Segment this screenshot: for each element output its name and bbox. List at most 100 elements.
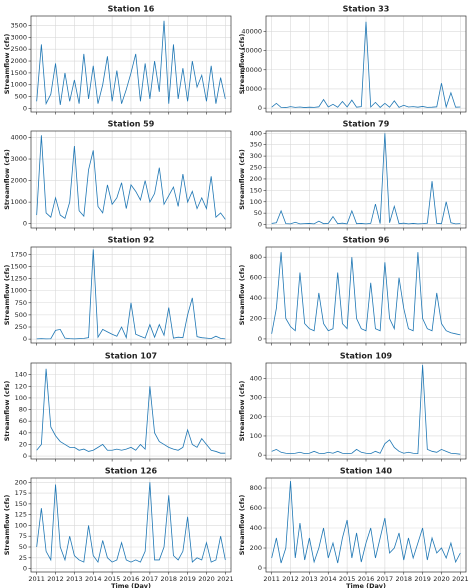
series-line <box>271 133 461 225</box>
y-axis-label: Streamflow (cfs) <box>3 495 11 556</box>
x-tick-label: 2011 <box>28 575 45 583</box>
y-tick-label: 1500 <box>10 262 27 270</box>
y-tick-label: 400 <box>250 294 262 302</box>
subplot: Station 107 0 20 40 60 80 100 120 140 Streamflow … <box>3 352 232 462</box>
y-axis-label: Streamflow (cfs) <box>3 149 11 210</box>
y-tick-label: 300 <box>250 394 262 402</box>
y-tick-label: 800 <box>250 484 262 492</box>
series-line <box>36 368 226 454</box>
y-tick-label: 0 <box>23 220 27 228</box>
y-axis-label: Streamflow (cfs) <box>3 265 11 326</box>
x-tick-label: 2012 <box>282 575 299 583</box>
x-tick-label: 2019 <box>179 575 196 583</box>
y-tick-label: 100 <box>15 521 27 529</box>
y-tick-label: 1250 <box>10 275 27 283</box>
y-tick-label: 2500 <box>10 45 27 53</box>
y-tick-label: 50 <box>254 209 262 217</box>
y-tick-label: 0 <box>258 564 262 572</box>
plot-frame <box>30 130 232 229</box>
x-tick-label: 2018 <box>395 575 412 583</box>
y-tick-label: 1750 <box>10 250 27 258</box>
y-tick-label: 2000 <box>10 177 27 185</box>
series-line <box>271 364 461 455</box>
y-tick-label: 750 <box>15 299 27 307</box>
subplot-title: Station 96 <box>343 236 390 245</box>
subplot-title: Station 126 <box>105 467 158 476</box>
x-tick-label: 2014 <box>320 575 337 583</box>
y-tick-label: 125 <box>15 511 27 519</box>
y-axis-label: Streamflow (cfs) <box>238 495 246 556</box>
plot-frame <box>265 246 467 344</box>
subplot: Station 79 0 50 100 150 200 250 300 350 400 Stream… <box>238 120 467 231</box>
y-tick-label: 1000 <box>10 81 27 89</box>
x-tick-label: 2013 <box>301 575 318 583</box>
plot-frame <box>30 362 232 460</box>
y-tick-label: 1000 <box>10 287 27 295</box>
y-tick-label: 100 <box>250 198 262 206</box>
y-tick-label: 50 <box>19 543 27 551</box>
subplot-title: Station 33 <box>343 5 390 14</box>
x-tick-label: 2020 <box>433 575 450 583</box>
x-axis-label: Time (Day) <box>346 582 386 588</box>
y-tick-label: 0 <box>258 451 262 459</box>
y-tick-label: 175 <box>15 489 27 497</box>
y-tick-label: 4000 <box>10 133 27 141</box>
y-tick-label: 150 <box>15 500 27 508</box>
y-tick-label: 3000 <box>10 155 27 163</box>
y-tick-label: 200 <box>250 175 262 183</box>
y-axis-label: Streamflow (cfs) <box>3 34 11 95</box>
x-tick-label: 2014 <box>85 575 102 583</box>
x-tick-label: 2015 <box>339 575 356 583</box>
x-tick-label: 2020 <box>198 575 215 583</box>
y-tick-label: 200 <box>250 314 262 322</box>
subplot-title: Station 79 <box>343 120 390 129</box>
y-tick-label: 500 <box>15 93 27 101</box>
x-tick-label: 2018 <box>160 575 177 583</box>
x-tick-label: 2019 <box>414 575 431 583</box>
y-tick-label: 100 <box>250 432 262 440</box>
plot-frame <box>265 477 467 573</box>
y-tick-label: 3500 <box>10 21 27 29</box>
series-line <box>36 249 226 340</box>
y-tick-label: 200 <box>250 544 262 552</box>
y-tick-label: 250 <box>15 323 27 331</box>
subplot-title: Station 92 <box>108 236 155 245</box>
subplot-title: Station 59 <box>108 120 155 129</box>
plot-frame <box>265 130 467 229</box>
subplot: Station 16 0 500 1000 1500 2000 2500 3000 3500 St… <box>3 5 232 115</box>
y-axis-label: Streamflow (cfs) <box>238 381 246 442</box>
series-line <box>271 252 461 336</box>
y-tick-label: 2000 <box>10 57 27 65</box>
plot-frame <box>30 15 232 113</box>
x-axis-label: Time (Day) <box>111 582 151 588</box>
y-tick-label: 3000 <box>10 33 27 41</box>
y-tick-label: 20 <box>19 440 27 448</box>
x-tick-label: 2013 <box>66 575 83 583</box>
y-tick-label: 0 <box>23 335 27 343</box>
y-tick-label: 0 <box>23 452 27 460</box>
y-tick-label: 800 <box>250 253 262 261</box>
y-tick-label: 500 <box>15 311 27 319</box>
x-tick-label: 2017 <box>377 575 394 583</box>
series-line <box>271 21 461 109</box>
y-tick-label: 0 <box>258 335 262 343</box>
subplot-title: Station 109 <box>340 352 393 361</box>
x-tick-label: 2011 <box>263 575 280 583</box>
y-tick-label: 25 <box>19 554 27 562</box>
y-tick-label: 40 <box>19 429 27 437</box>
subplot-title: Station 107 <box>105 352 157 361</box>
plot-frame <box>30 246 232 344</box>
y-tick-label: 120 <box>15 382 27 390</box>
y-tick-label: 100 <box>15 394 27 402</box>
plot-frame <box>265 15 467 113</box>
x-tick-label: 2012 <box>47 575 64 583</box>
y-tick-label: 150 <box>250 186 262 194</box>
y-tick-label: 30000 <box>241 47 262 55</box>
y-tick-label: 200 <box>15 478 27 486</box>
subplot: Station 140 0 200 400 600 800 2011 2012 2013 2014… <box>238 467 469 588</box>
y-tick-label: 400 <box>250 524 262 532</box>
y-axis-label: Streamflow (cfs) <box>238 34 246 95</box>
